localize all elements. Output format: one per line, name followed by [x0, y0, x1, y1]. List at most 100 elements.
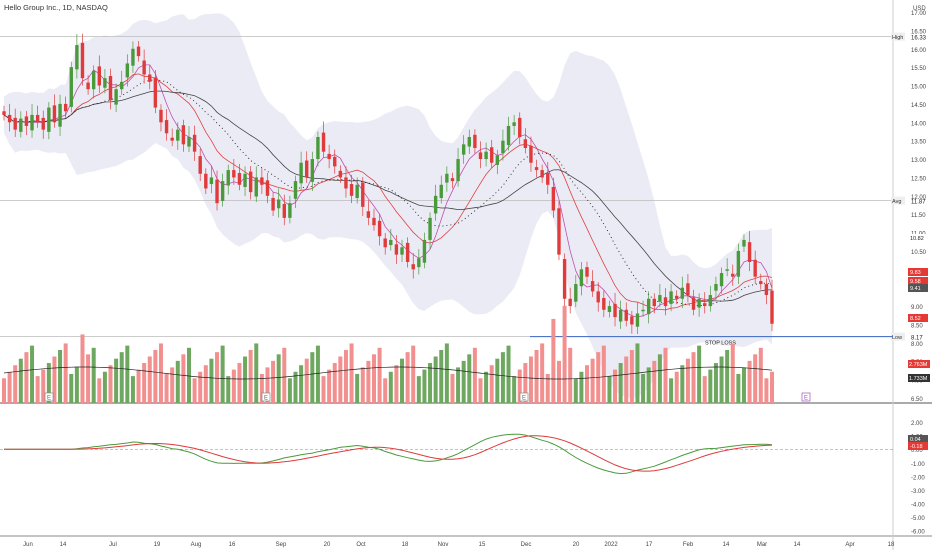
price-tick-label: 6.50 — [911, 397, 923, 403]
price-tick-label: 15.50 — [911, 66, 927, 72]
candle-body — [220, 181, 225, 201]
candle-body — [181, 125, 186, 145]
volume-bar — [607, 376, 612, 403]
earnings-marker — [261, 392, 271, 402]
time-tick-label: Feb — [683, 542, 694, 548]
candle-body — [47, 107, 51, 132]
volume-bar — [691, 352, 696, 403]
candle-body — [641, 309, 645, 312]
volume-bar — [158, 343, 163, 403]
time-tick-label: 19 — [154, 542, 161, 548]
candle-body — [551, 186, 556, 211]
candle-body — [473, 134, 477, 149]
volume-bar — [484, 371, 489, 403]
volume-bar — [652, 360, 657, 403]
time-tick-label: Dec — [521, 542, 532, 548]
earnings-marker-label: E — [47, 396, 51, 402]
price-badge — [908, 268, 928, 276]
ma-line-fast — [3, 64, 773, 318]
candle-body — [523, 139, 528, 149]
volume-bar — [142, 363, 147, 403]
candle-body — [646, 298, 651, 315]
earnings-marker — [519, 392, 529, 402]
candle-body — [153, 77, 158, 108]
volume-bar — [770, 371, 774, 403]
candle-body — [624, 309, 628, 321]
macd-badge — [908, 442, 928, 450]
volume-bar — [366, 360, 371, 403]
candle-body — [546, 173, 550, 185]
volume-bar — [629, 349, 634, 403]
volume-bar — [220, 345, 225, 403]
candle-body — [731, 273, 735, 277]
candle-body — [405, 242, 410, 262]
candle-body — [675, 295, 679, 299]
candle-body — [652, 298, 656, 307]
candle-body — [394, 244, 399, 255]
candle-body — [19, 118, 23, 132]
volume-bar — [556, 360, 561, 403]
price-tick-label: 13.50 — [911, 140, 927, 146]
volume-bar — [276, 354, 281, 403]
candle-body — [372, 217, 376, 226]
candle-body — [58, 103, 62, 127]
candle-body — [41, 117, 45, 130]
candle-body — [574, 284, 578, 302]
candle-body — [366, 211, 371, 218]
volume-bar — [355, 373, 360, 403]
candle-body — [428, 217, 432, 240]
volume-bar — [35, 376, 40, 403]
candle-body — [63, 103, 68, 112]
candle-body — [669, 291, 673, 304]
volume-bar — [674, 371, 679, 403]
macd-tick-label: -4.00 — [911, 502, 925, 508]
price-tick-label: 17.00 — [911, 11, 927, 17]
time-tick-label: Apr — [845, 542, 854, 548]
volume-bar — [102, 371, 107, 403]
candle-body — [75, 45, 79, 70]
volume-bar — [663, 347, 668, 403]
volume-bar — [657, 354, 662, 403]
price-badge — [908, 314, 928, 322]
candle-body — [288, 203, 292, 218]
ma-line-slow — [3, 90, 772, 302]
volume-bar — [394, 365, 399, 403]
volume-bar — [2, 378, 6, 403]
volume-bar — [108, 365, 113, 403]
volume-bar — [758, 347, 763, 403]
candle-body — [237, 173, 242, 185]
volume-badge-vol-text: 1.733M — [909, 376, 928, 382]
volume-bar — [697, 345, 702, 403]
volume-bar — [97, 378, 102, 403]
candle-body — [260, 177, 264, 185]
macd-signal-line — [4, 435, 773, 472]
candle-body — [663, 297, 668, 307]
volume-bar — [86, 354, 91, 403]
candle-body — [114, 89, 118, 105]
volume-bar — [512, 376, 517, 403]
volume-bar — [226, 376, 231, 403]
volume-bar — [58, 349, 63, 403]
volume-bar — [327, 369, 332, 403]
candle-body — [148, 74, 152, 82]
level-label: High — [892, 35, 903, 41]
candle-body — [52, 105, 57, 123]
candle-body — [187, 136, 191, 147]
candle-body — [35, 114, 40, 123]
volume-bar — [46, 363, 51, 403]
level-value: 8.17 — [911, 336, 923, 342]
volume-bar — [764, 378, 769, 403]
volume-bar — [125, 345, 130, 403]
volume-bar — [713, 363, 718, 403]
volume-bar — [231, 369, 236, 403]
level-value: 16.33 — [911, 36, 927, 42]
candle-body — [86, 82, 90, 90]
candle-body — [97, 66, 101, 86]
candle-body — [439, 184, 443, 199]
stop-loss-label: STOP LOSS — [705, 341, 736, 347]
candle-body — [131, 48, 135, 66]
volume-bar — [702, 376, 707, 403]
candle-body — [635, 313, 640, 327]
volume-bar — [741, 367, 746, 403]
level-label: Avg — [892, 199, 901, 205]
